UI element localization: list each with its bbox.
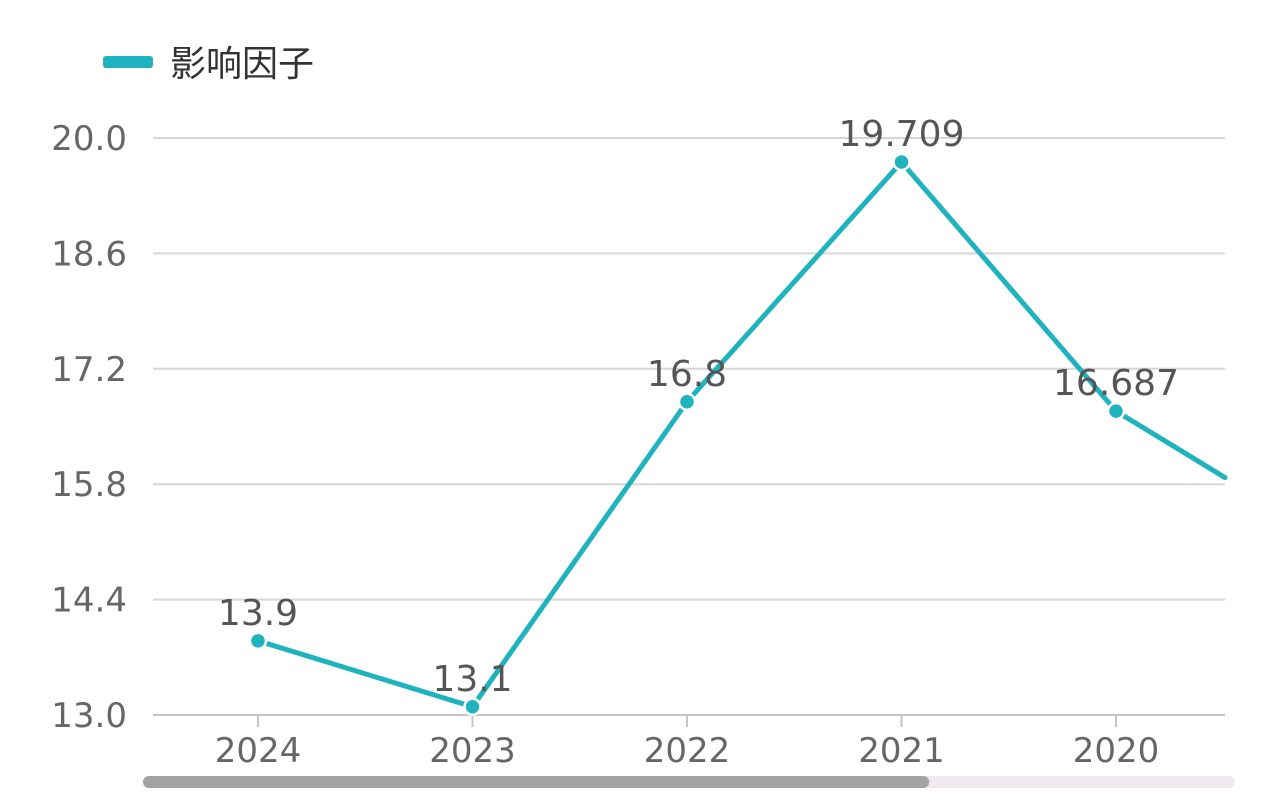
- series-line: [255, 159, 1228, 710]
- y-tick-label: 13.0: [51, 696, 127, 736]
- x-tick-label: 2022: [644, 731, 731, 771]
- x-tick-label: 2020: [1073, 731, 1160, 771]
- y-tick-label: 17.2: [51, 350, 127, 390]
- y-tick-label: 14.4: [51, 581, 127, 621]
- data-label: 13.9: [218, 593, 298, 634]
- y-tick-label: 15.8: [51, 465, 127, 505]
- data-point: [248, 631, 268, 651]
- data-point: [1106, 401, 1126, 421]
- y-tick-label: 18.6: [51, 234, 127, 274]
- legend[interactable]: 影响因子: [103, 44, 314, 85]
- data-label: 16.687: [1053, 363, 1179, 404]
- legend-swatch: [103, 56, 153, 68]
- x-axis: 2024 2023 2022 2021 2020: [215, 715, 1160, 771]
- x-tick-label: 2023: [429, 731, 516, 771]
- series-points: [248, 152, 1126, 717]
- data-point: [463, 697, 482, 717]
- y-tick-label: 20.0: [51, 119, 127, 159]
- data-label: 19.709: [839, 114, 965, 155]
- data-point: [677, 392, 697, 412]
- scrollbar-thumb[interactable]: [143, 776, 930, 788]
- data-labels: 13.9 13.1 16.8 19.709 16.687: [218, 114, 1179, 700]
- data-label: 16.8: [647, 354, 727, 395]
- data-point: [892, 152, 911, 172]
- series-polyline: [255, 159, 1228, 710]
- x-tick-label: 2021: [858, 731, 945, 771]
- data-label: 13.1: [432, 659, 512, 700]
- y-axis-ticks: 20.0 18.6 17.2 15.8 14.4 13.0: [51, 119, 127, 736]
- grid-lines: [153, 137, 1225, 716]
- x-tick-label: 2024: [215, 731, 302, 771]
- legend-label: 影响因子: [170, 44, 314, 85]
- horizontal-scrollbar[interactable]: [143, 776, 1235, 788]
